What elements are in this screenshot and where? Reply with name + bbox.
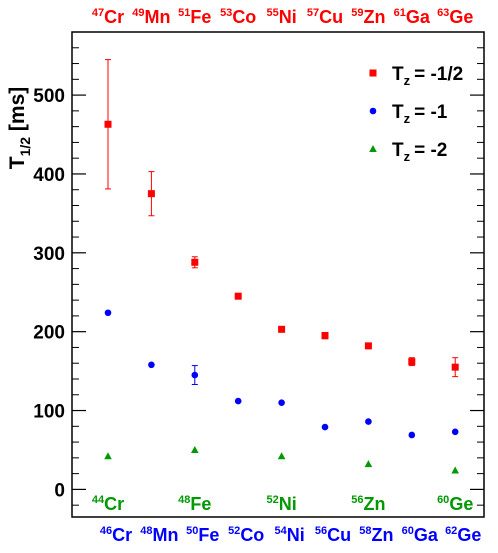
data-point-circle — [278, 399, 285, 406]
y-axis: 0 100 200 300 400 500 — [33, 47, 484, 506]
data-point-circle — [408, 431, 416, 439]
bottom-axis-labels: 46Cr 48Mn 50Fe 52Co 54Ni 56Cu 58Zn 60Ga 62Ge — [100, 525, 481, 545]
data-point-circle — [234, 397, 242, 405]
top-isotope-label: 47Cr — [92, 7, 124, 27]
y-tick-label: 300 — [33, 244, 65, 265]
data-point-square — [278, 325, 286, 333]
top-isotope-label: 53Co — [220, 7, 256, 27]
inner-isotope-labels: 44Cr 48Fe 52Ni 56Zn 60Ge — [92, 494, 473, 514]
inner-isotope-label: 48Fe — [178, 494, 211, 514]
data-point-square — [104, 120, 112, 128]
legend-marker-circle — [369, 107, 377, 115]
y-tick-label: 0 — [54, 480, 65, 501]
data-point-square — [451, 363, 459, 371]
top-isotope-label: 51Fe — [178, 7, 211, 27]
top-isotope-label: 49Mn — [132, 7, 170, 27]
bottom-isotope-label: 52Co — [228, 525, 264, 545]
data-point-square — [408, 358, 416, 366]
data-point-circle — [321, 423, 329, 431]
top-isotope-label: 59Zn — [351, 7, 385, 27]
data-point-square — [321, 332, 329, 340]
y-tick-label: 500 — [33, 86, 65, 107]
data-point-triangle — [104, 452, 112, 460]
legend-marker-square — [369, 69, 377, 77]
legend-label: Tz = -1/2 — [392, 64, 463, 88]
bottom-isotope-label: 58Zn — [359, 525, 393, 545]
legend-label: Tz = -2 — [392, 140, 447, 164]
data-point-square — [191, 258, 199, 266]
data-point-triangle — [364, 460, 373, 468]
bottom-isotope-label: 56Cu — [315, 525, 351, 545]
data-point-circle — [104, 309, 112, 317]
top-isotope-label: 57Cu — [307, 7, 343, 27]
legend: Tz = -1/2 Tz = -1 Tz = -2 — [369, 64, 463, 164]
y-tick-label: 400 — [33, 165, 65, 186]
data-point-square — [364, 342, 372, 350]
data-point-square — [234, 292, 242, 300]
y-tick-label: 200 — [33, 323, 65, 344]
data-point-triangle — [191, 445, 199, 453]
bottom-isotope-label: 50Fe — [186, 525, 219, 545]
inner-isotope-label: 52Ni — [266, 494, 296, 514]
legend-label: Tz = -1 — [392, 102, 448, 126]
bottom-isotope-label: 48Mn — [140, 525, 178, 545]
data-point-circle — [191, 371, 199, 379]
data-point-circle — [365, 418, 372, 425]
bottom-isotope-label: 60Ga — [402, 525, 439, 545]
bottom-isotope-label: 54Ni — [274, 525, 304, 545]
data-point-triangle — [451, 466, 459, 474]
data-point-triangle — [277, 452, 286, 460]
plot-frame — [71, 31, 485, 518]
series-2 — [104, 445, 459, 474]
inner-isotope-label: 60Ge — [437, 494, 473, 514]
bottom-isotope-label: 46Cr — [100, 525, 132, 545]
data-point-square — [147, 190, 155, 198]
legend-marker-triangle — [369, 145, 377, 152]
data-point-circle — [451, 428, 459, 436]
y-axis-title: T1/2 [ms] — [6, 87, 33, 169]
top-isotope-label: 55Ni — [266, 7, 296, 27]
series-1 — [104, 309, 459, 439]
data-series — [104, 59, 459, 474]
top-isotope-label: 63Ge — [437, 7, 473, 27]
inner-isotope-label: 44Cr — [92, 494, 124, 514]
bottom-isotope-label: 62Ge — [445, 525, 481, 545]
inner-isotope-label: 56Zn — [351, 494, 385, 514]
top-axis-labels: 47Cr 49Mn 51Fe 53Co 55Ni 57Cu 59Zn 61Ga 63Ge — [92, 7, 473, 27]
series-0 — [104, 59, 459, 378]
y-tick-label: 100 — [33, 402, 65, 423]
data-point-circle — [148, 361, 155, 369]
top-isotope-label: 61Ga — [394, 7, 431, 27]
